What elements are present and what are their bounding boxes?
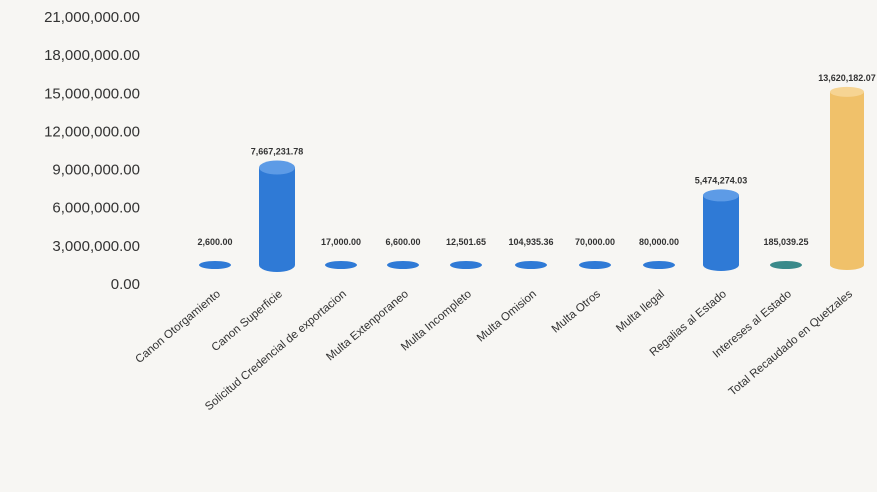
bar-disc [643,261,675,269]
bar-body [830,91,864,265]
y-tick-label: 3,000,000.00 [52,238,140,255]
data-label: 7,667,231.78 [251,147,304,157]
bar-disc [770,261,802,269]
bar-body [259,167,295,265]
bar-6 [515,261,547,269]
data-labels: 2,600.00 7,667,231.78 17,000.00 6,600.00 12,… [197,73,875,247]
y-tick-label: 0.00 [111,276,140,293]
x-tick-label: Solicitud Credencial de exportacion [203,288,349,413]
data-label: 185,039.25 [763,237,808,247]
bar-body [703,195,739,265]
bar-11 [830,86,864,270]
x-tick-label: Multa Omision [475,288,539,344]
bar-top [830,86,864,97]
bar-5 [450,261,482,269]
bar-top [259,160,295,175]
data-label: 5,474,274.03 [695,175,748,185]
bar-disc [579,261,611,269]
data-label: 80,000.00 [639,237,679,247]
x-tick-label: Total Recaudado en Quetzales [727,288,855,398]
data-label: 2,600.00 [197,237,232,247]
bar-8 [643,261,675,269]
bar-top [703,189,739,202]
data-label: 13,620,182.07 [818,73,876,83]
bar-disc [515,261,547,269]
bar-2 [259,160,295,272]
bar-9 [703,189,739,271]
bars [199,86,864,272]
x-tick-label: Multa Ilegal [614,288,667,335]
bar-disc [450,261,482,269]
bar-7 [579,261,611,269]
bar-disc [325,261,357,269]
x-tick-label: Canon Otorgamiento [133,288,223,366]
data-label: 6,600.00 [385,237,420,247]
bar-10 [770,261,802,269]
data-label: 104,935.36 [508,237,553,247]
y-tick-label: 18,000,000.00 [44,47,140,64]
data-label: 70,000.00 [575,237,615,247]
data-label: 12,501.65 [446,237,486,247]
bar-1 [199,261,231,269]
x-tick-label: Multa Otros [550,288,603,336]
y-tick-label: 12,000,000.00 [44,123,140,140]
y-tick-label: 6,000,000.00 [52,200,140,217]
bar-disc [199,261,231,269]
y-axis: 0.00 3,000,000.00 6,000,000.00 9,000,000.00… [44,9,140,293]
x-tick-label: Multa Incompleto [399,288,474,353]
data-label: 17,000.00 [321,237,361,247]
bar-3 [325,261,357,269]
y-tick-label: 15,000,000.00 [44,85,140,102]
y-tick-label: 9,000,000.00 [52,162,140,179]
bar-disc [387,261,419,269]
y-tick-label: 21,000,000.00 [44,9,140,26]
bar-4 [387,261,419,269]
